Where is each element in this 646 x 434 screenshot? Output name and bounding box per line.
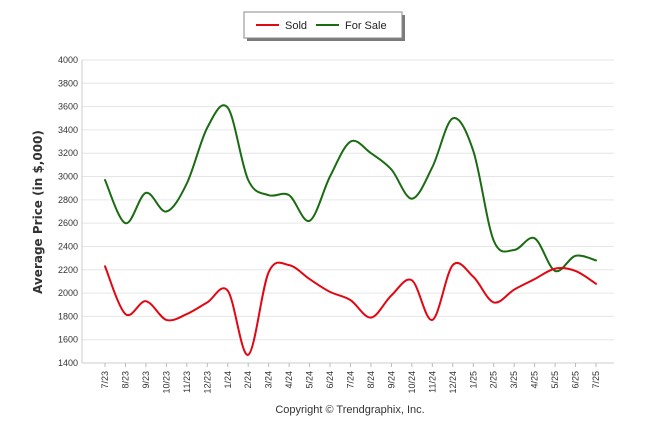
x-tick-label: 11/23 — [182, 371, 192, 393]
x-tick-label: 10/23 — [161, 371, 171, 394]
x-tick-label: 7/24 — [346, 371, 356, 389]
series-lines — [104, 104, 597, 356]
series-line-sold — [104, 261, 597, 356]
x-tick-label: 6/25 — [571, 371, 581, 389]
legend-label-for-sale: For Sale — [345, 20, 387, 32]
y-tick-label: 2000 — [58, 288, 78, 298]
y-tick-label: 3600 — [58, 102, 78, 112]
y-tick-label: 4000 — [58, 55, 78, 65]
x-tick-label: 7/23 — [100, 371, 110, 389]
x-tick-label: 8/23 — [120, 371, 130, 389]
grid-lines — [82, 59, 614, 364]
series-line-for-sale — [104, 104, 597, 273]
y-tick-label: 1600 — [58, 335, 78, 345]
x-tick-label: 5/24 — [305, 371, 315, 389]
x-tick-label: 9/24 — [386, 371, 396, 389]
x-axis: 7/23 8/23 9/23 10/23 11/23 12/23 1/24 2/24 3/24 4… — [82, 362, 614, 394]
y-tick-label: 2800 — [58, 195, 78, 205]
x-tick-label: 2/25 — [489, 371, 499, 389]
x-tick-label: 10/24 — [407, 371, 417, 394]
x-tick-label: 2/24 — [243, 371, 253, 389]
x-tick-label: 8/24 — [366, 371, 376, 389]
x-tick-label: 6/24 — [325, 371, 335, 389]
x-tick-label: 9/23 — [141, 371, 151, 389]
y-tick-label: 3200 — [58, 148, 78, 158]
y-tick-label: 3800 — [58, 78, 78, 88]
x-tick-label: 7/25 — [591, 371, 601, 389]
x-tick-label: 1/24 — [223, 371, 233, 389]
x-tick-label: 3/25 — [509, 371, 519, 389]
y-tick-label: 1800 — [58, 311, 78, 321]
x-tick-label: 1/25 — [468, 371, 478, 389]
x-tick-label: 5/25 — [550, 371, 560, 389]
y-tick-label: 3400 — [58, 125, 78, 135]
x-tick-label: 12/24 — [448, 371, 458, 394]
y-tick-label: 1400 — [58, 358, 78, 368]
y-tick-label: 2200 — [58, 265, 78, 275]
y-tick-label: 3000 — [58, 172, 78, 182]
x-tick-label: 4/24 — [284, 371, 294, 389]
x-tick-label: 3/24 — [264, 371, 274, 389]
x-tick-label: 4/25 — [530, 371, 540, 389]
y-tick-label: 2600 — [58, 218, 78, 228]
y-axis-label: Average Price (in $,000) — [31, 130, 45, 294]
y-tick-label: 2400 — [58, 241, 78, 251]
x-tick-label: 12/23 — [202, 371, 212, 394]
legend: Sold For Sale — [243, 11, 405, 41]
copyright-text: Copyright © Trendgraphix, Inc. — [275, 404, 424, 416]
y-axis: 1400 1600 1800 2000 2200 2400 2600 2800 3000 3200… — [58, 55, 83, 368]
x-tick-label: 11/24 — [427, 371, 437, 393]
legend-label-sold: Sold — [285, 20, 307, 32]
